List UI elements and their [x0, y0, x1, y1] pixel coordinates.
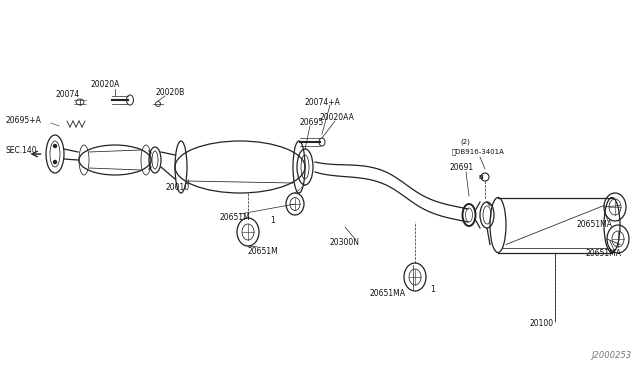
Text: 20651MA: 20651MA: [370, 289, 406, 298]
Text: 20695: 20695: [300, 118, 324, 126]
Text: 20010: 20010: [165, 183, 189, 192]
Text: 20020AA: 20020AA: [320, 112, 355, 122]
Text: 20020A: 20020A: [90, 80, 120, 89]
Text: 20695+A: 20695+A: [5, 115, 41, 125]
Text: 20020B: 20020B: [155, 87, 184, 96]
Text: 20300N: 20300N: [330, 237, 360, 247]
Text: 20100: 20100: [530, 320, 554, 328]
Text: 1: 1: [430, 285, 435, 294]
Ellipse shape: [54, 144, 56, 148]
Text: 20074: 20074: [55, 90, 79, 99]
Text: 20651M: 20651M: [248, 247, 279, 257]
Text: 20691: 20691: [450, 163, 474, 171]
Text: ⓝDB916-3401A: ⓝDB916-3401A: [452, 149, 505, 155]
Text: 20651MA: 20651MA: [577, 219, 613, 228]
Text: (2): (2): [460, 139, 470, 145]
Text: 20651MA: 20651MA: [586, 250, 622, 259]
Ellipse shape: [54, 160, 56, 164]
Text: 20651M: 20651M: [220, 212, 251, 221]
Text: J2000253: J2000253: [592, 351, 632, 360]
Text: 1: 1: [270, 215, 275, 224]
Text: 20074+A: 20074+A: [305, 97, 341, 106]
Text: N: N: [479, 174, 483, 180]
Text: SEC.140: SEC.140: [5, 145, 36, 154]
